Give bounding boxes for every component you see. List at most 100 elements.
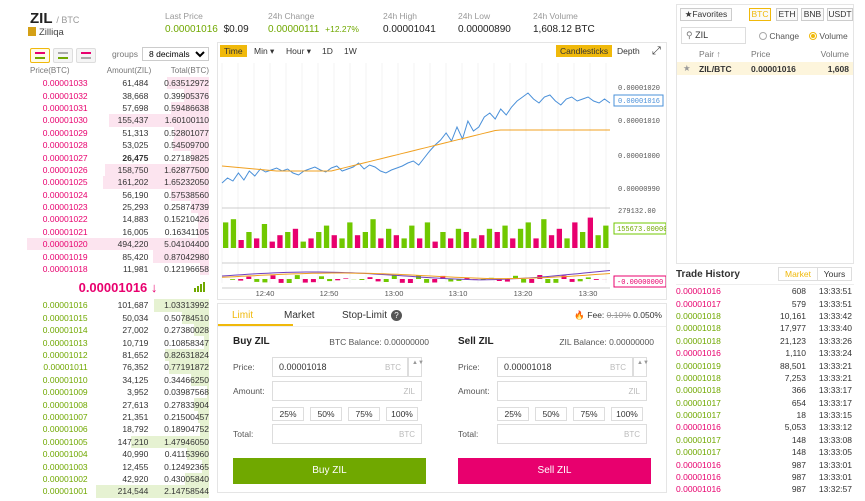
- tab-stop-limit[interactable]: Stop-Limit: [342, 310, 388, 321]
- sell-button[interactable]: Sell ZIL: [458, 458, 651, 484]
- ask-row[interactable]: 0.00001019 85,420 0.87042980: [42, 250, 210, 263]
- sell-price-input[interactable]: 0.00001018 BTC: [497, 357, 633, 377]
- tab-your-trades[interactable]: Yours: [818, 267, 852, 281]
- market-row[interactable]: ★ ZIL/BTC 0.00001016 1,608: [677, 62, 853, 75]
- sell-pct-75[interactable]: 75%: [573, 407, 605, 421]
- sell-price-stepper[interactable]: ▲▼: [633, 357, 649, 377]
- bid-row[interactable]: 0.00001007 21,351 0.21500457: [42, 410, 210, 424]
- ask-row[interactable]: 0.00001033 61,484 0.63512972: [42, 77, 210, 90]
- volume-bar: [548, 235, 555, 248]
- ask-row[interactable]: 0.00001025 161,202 1.65232050: [42, 176, 210, 189]
- orderbook-view-asks-button[interactable]: [76, 47, 96, 63]
- ask-row[interactable]: 0.00001029 51,313 0.52801077: [42, 126, 210, 139]
- volume-bar: [510, 238, 516, 248]
- bid-row[interactable]: 0.00001009 3,952 0.03987568: [42, 385, 210, 399]
- bid-row[interactable]: 0.00001010 34,125 0.34466250: [42, 373, 210, 386]
- buy-pct-50[interactable]: 50%: [310, 407, 342, 421]
- market-tab-eth[interactable]: ETH: [776, 8, 798, 21]
- macd-bar: [456, 279, 462, 281]
- stat-2: 24h High 0.00001041: [383, 11, 436, 35]
- chart-tab-time[interactable]: Time: [220, 45, 247, 57]
- ask-row[interactable]: 0.00001018 11,981 0.12196658: [42, 262, 210, 276]
- chart-tab-1w[interactable]: 1W: [344, 46, 357, 56]
- ask-row[interactable]: 0.00001023 25,293 0.25874739: [42, 200, 210, 214]
- macd-bar: [545, 279, 551, 283]
- tab-underline: [218, 324, 293, 326]
- star-icon[interactable]: ★: [683, 63, 691, 73]
- bid-row[interactable]: 0.00001002 42,920 0.43005840: [42, 472, 210, 486]
- sell-amount-input[interactable]: ZIL: [497, 381, 647, 401]
- buy-total-input[interactable]: BTC: [272, 424, 422, 444]
- tab-market-trades[interactable]: Market: [778, 267, 818, 281]
- current-price-label: 0.00001016: [618, 98, 660, 106]
- market-tab-favorites[interactable]: ★Favorites: [680, 8, 732, 21]
- market-tab-usdt[interactable]: USDT: [827, 8, 853, 21]
- ask-row[interactable]: 0.00001031 57,698 0.59486638: [42, 101, 210, 115]
- radio-volume[interactable]: Volume: [809, 31, 848, 41]
- buy-button[interactable]: Buy ZIL: [233, 458, 426, 484]
- bid-row[interactable]: 0.00001014 27,002 0.27380028: [42, 324, 210, 337]
- buy-title: Buy ZIL: [233, 336, 270, 347]
- search-box[interactable]: ⚲ ZIL: [681, 27, 746, 44]
- market-tab-btc[interactable]: BTC: [749, 8, 771, 21]
- bid-row[interactable]: 0.00001016 101,687 1.03313992: [42, 299, 210, 312]
- volume-bar: [603, 225, 609, 248]
- market-tab-bnb[interactable]: BNB: [801, 8, 824, 21]
- info-icon[interactable]: ?: [391, 310, 402, 321]
- bid-row[interactable]: 0.00001001 214,544 2.14758544: [42, 485, 210, 498]
- buy-pct-100[interactable]: 100%: [386, 407, 418, 421]
- search-icon: ⚲: [686, 30, 693, 40]
- bid-row[interactable]: 0.00001011 76,352 0.77191872: [43, 361, 210, 374]
- sell-total-input[interactable]: BTC: [497, 424, 647, 444]
- ask-row[interactable]: 0.00001026 158,750 1.62877500: [42, 163, 210, 177]
- depth-button[interactable]: Depth: [617, 46, 640, 56]
- ask-row[interactable]: 0.00001024 56,190 0.57538560: [42, 188, 210, 201]
- trade-history-row: 0.00001018 21,123 13:33:26: [676, 335, 852, 346]
- buy-amount-input[interactable]: ZIL: [272, 381, 422, 401]
- chart-tab-min[interactable]: Min ▾: [254, 46, 275, 56]
- volume-bar: [401, 238, 407, 248]
- chart-tab-1d[interactable]: 1D: [322, 46, 333, 56]
- ask-row[interactable]: 0.00001030 155,437 1.60100110: [42, 114, 210, 127]
- sell-pct-25[interactable]: 25%: [497, 407, 529, 421]
- ask-row[interactable]: 0.00001032 38,668 0.39905376: [42, 89, 210, 102]
- buy-price-input[interactable]: 0.00001018 BTC: [272, 357, 408, 377]
- orderbook-view-bids-button[interactable]: [53, 47, 73, 63]
- bid-row[interactable]: 0.00001004 40,990 0.41153960: [42, 447, 210, 461]
- bid-row[interactable]: 0.00001006 18,792 0.18904752: [42, 423, 210, 436]
- chart-tab-hour[interactable]: Hour ▾: [286, 46, 312, 56]
- depth-bar: [130, 435, 209, 448]
- radio-change[interactable]: Change: [759, 31, 799, 41]
- bid-row[interactable]: 0.00001013 10,719 0.10858347: [42, 336, 210, 349]
- macd-bar: [391, 275, 397, 279]
- ask-row[interactable]: 0.00001022 14,883 0.15210426: [42, 213, 210, 226]
- bid-row[interactable]: 0.00001015 50,034 0.50784510: [42, 311, 210, 325]
- decimals-select[interactable]: 8 decimals: [142, 47, 209, 61]
- buy-price-stepper[interactable]: ▲▼: [408, 357, 424, 377]
- buy-pct-25[interactable]: 25%: [272, 407, 304, 421]
- stat-1: 24h Change 0.00000111 +12.27%: [268, 11, 359, 35]
- sell-pct-50[interactable]: 50%: [535, 407, 567, 421]
- fullscreen-icon[interactable]: ⤢: [652, 45, 661, 57]
- bid-row[interactable]: 0.00001005 147,210 1.47946050: [42, 435, 210, 448]
- bid-row[interactable]: 0.00001012 81,652 0.82631824: [42, 348, 210, 362]
- bid-row[interactable]: 0.00001008 27,613 0.27833904: [42, 398, 210, 411]
- trade-history-row: 0.00001016 1,110 13:33:24: [676, 348, 852, 359]
- ask-row[interactable]: 0.00001028 53,025 0.54509700: [42, 138, 210, 152]
- candlesticks-button[interactable]: Candlesticks: [556, 45, 613, 57]
- price-tick: 0.00000990: [618, 186, 660, 194]
- sell-pct-100[interactable]: 100%: [611, 407, 643, 421]
- search-input[interactable]: ZIL: [695, 30, 709, 40]
- trade-panel: Limit Market Stop-Limit ? 🔥 Fee: 0.10% 0…: [217, 303, 667, 493]
- macd-bar: [294, 275, 300, 279]
- tab-limit[interactable]: Limit: [232, 310, 254, 321]
- ask-row[interactable]: 0.00001021 16,005 0.16341105: [42, 225, 210, 239]
- price-chart[interactable]: Time Min ▾ Hour ▾ 1D 1W Candlesticks Depth ⤢ 0.…: [217, 42, 667, 300]
- orderbook-view-both-button[interactable]: [30, 47, 50, 63]
- tab-market[interactable]: Market: [284, 310, 315, 321]
- depth-bar: [168, 361, 209, 374]
- ask-row[interactable]: 0.00001027 26,475 0.27189825: [42, 151, 210, 164]
- buy-pct-75[interactable]: 75%: [348, 407, 380, 421]
- ask-row[interactable]: 0.00001020 494,220 5.04104400: [27, 238, 209, 251]
- bid-row[interactable]: 0.00001003 12,455 0.12492365: [42, 460, 210, 473]
